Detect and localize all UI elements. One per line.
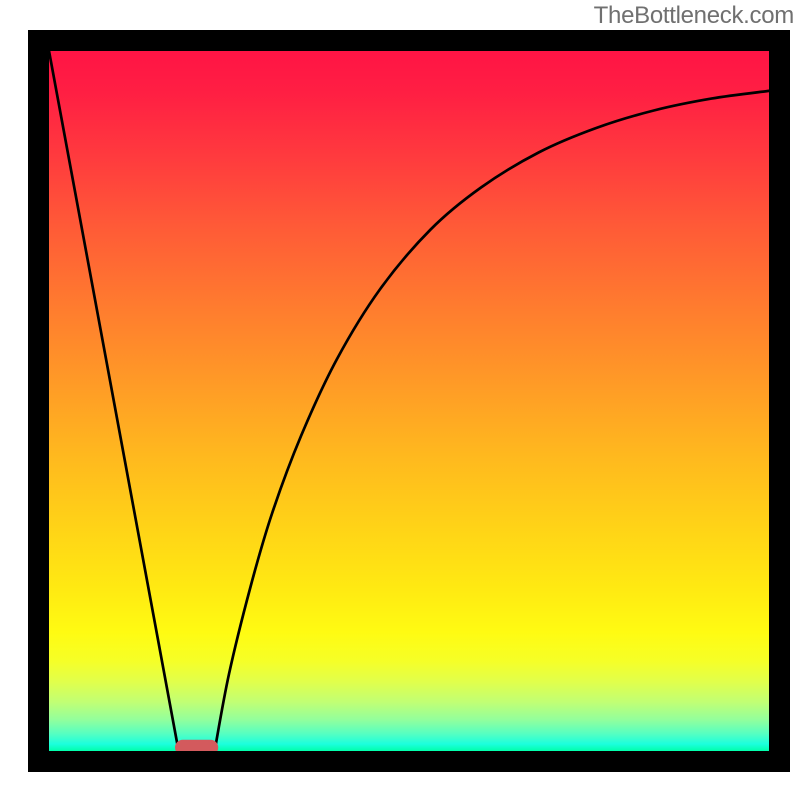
bottleneck-chart: TheBottleneck.com (0, 0, 800, 800)
chart-svg (0, 0, 800, 800)
plot-background (49, 51, 769, 751)
watermark-text: TheBottleneck.com (594, 2, 794, 30)
